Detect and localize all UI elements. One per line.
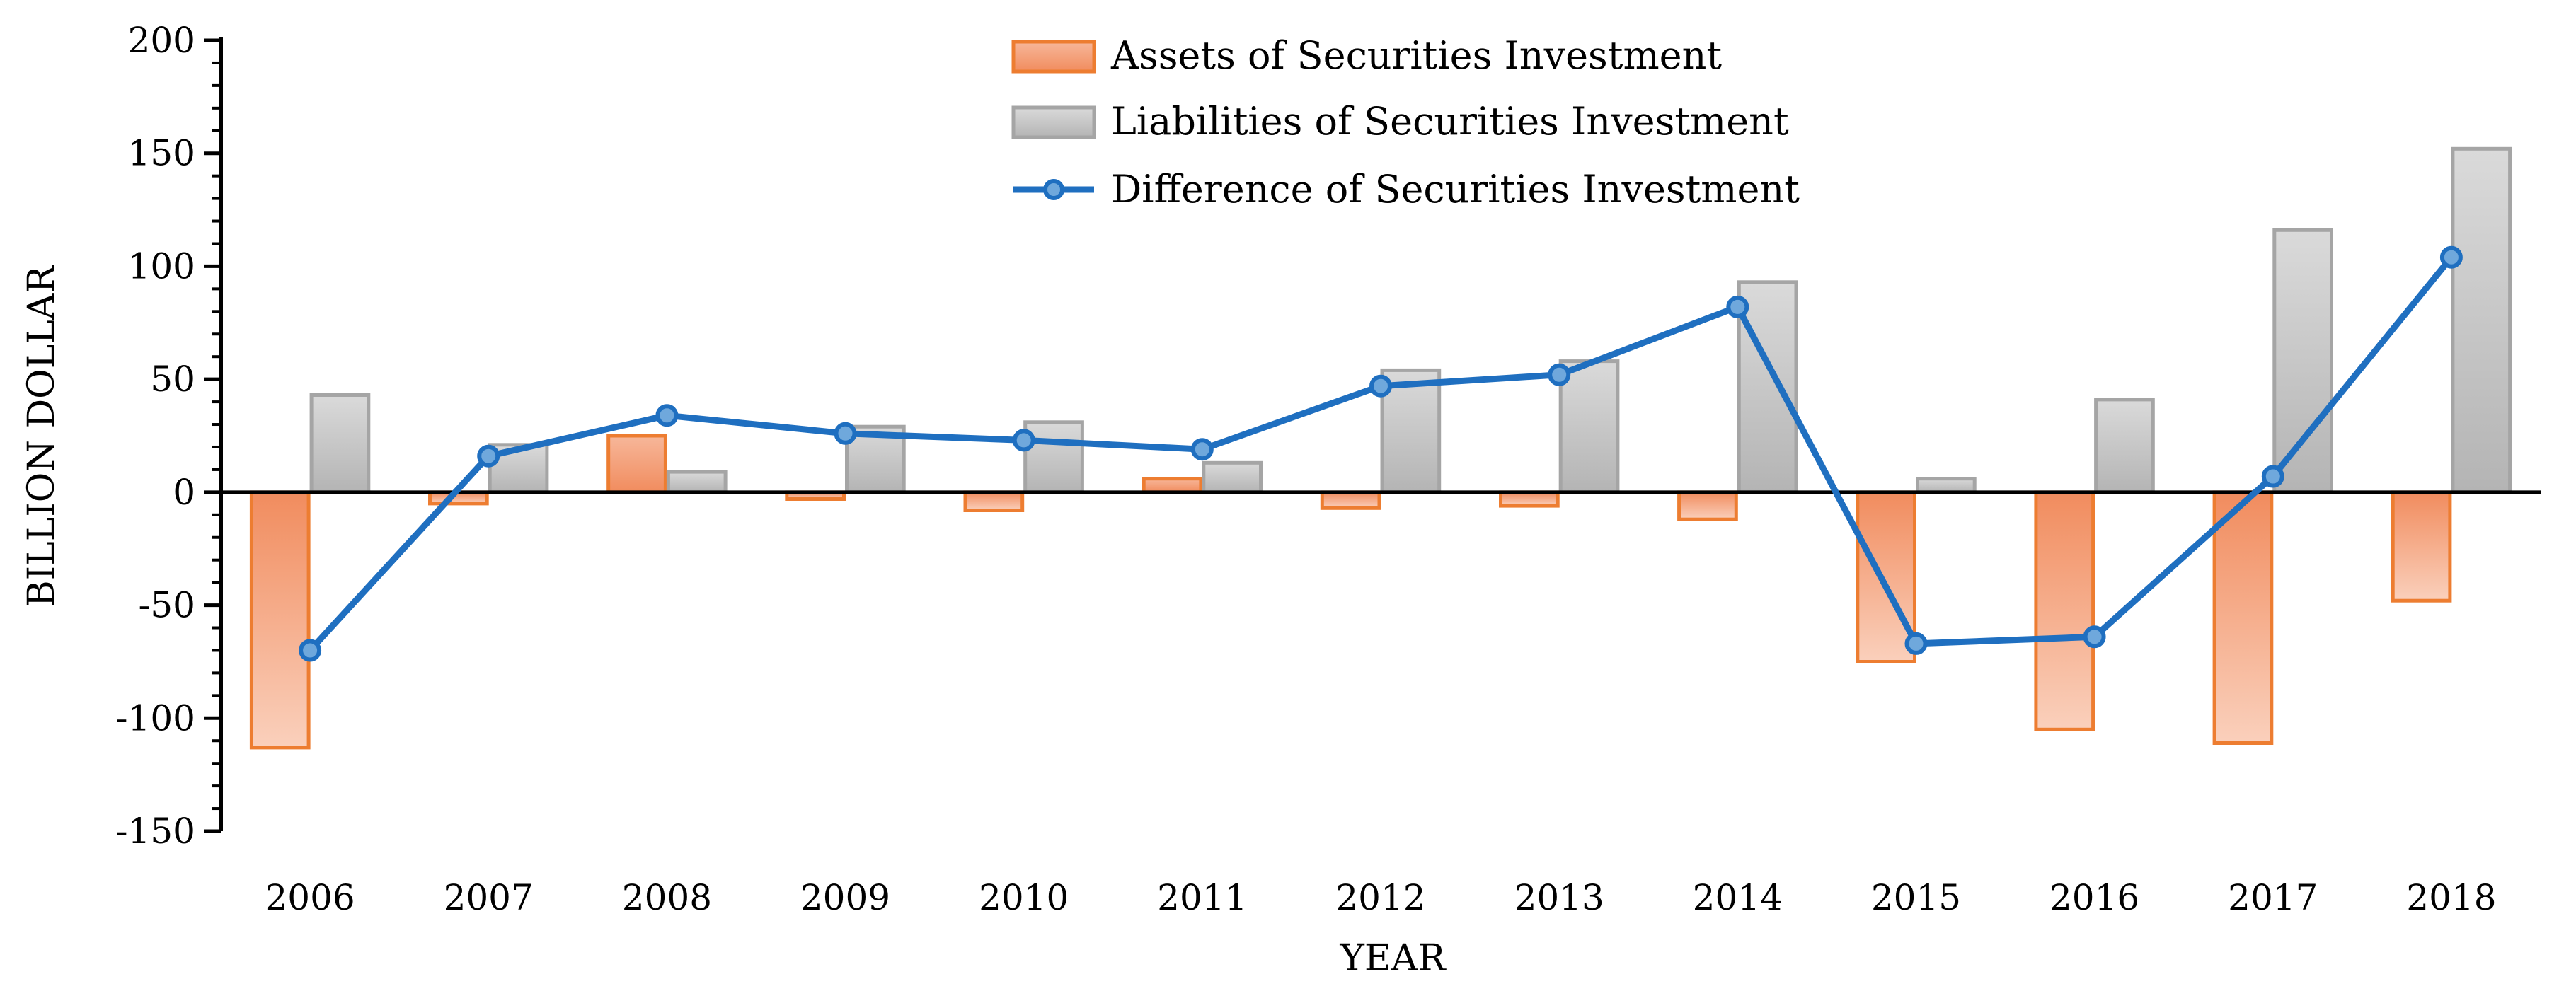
bar-liabilities-2008 xyxy=(666,470,728,494)
bar-assets-2015 xyxy=(1856,490,1917,664)
x-tick-label-2012: 2012 xyxy=(1335,877,1425,918)
legend-label-liabilities: Liabilities of Securities Investment xyxy=(1111,99,1789,144)
difference-point-2006 xyxy=(299,639,322,662)
difference-line-layer xyxy=(299,245,2463,662)
legend-swatch-liabilities xyxy=(1011,105,1096,139)
legend-label-assets: Assets of Securities Investment xyxy=(1110,33,1722,78)
bar-assets-2018 xyxy=(2391,490,2452,603)
difference-point-2007 xyxy=(477,444,500,468)
bar-assets-2006 xyxy=(249,490,311,750)
bar-liabilities-2014 xyxy=(1737,280,1798,494)
y-axis-title: BILLION DOLLAR xyxy=(21,265,63,608)
bar-liabilities-2018 xyxy=(2451,146,2512,494)
axes-layer: 200 150 100 50 0 -50 -100 -150 2006 2007 2008 2009 2… xyxy=(116,20,2541,918)
legend-swatch-difference-marker xyxy=(1043,179,1064,200)
x-tick-label-2014: 2014 xyxy=(1693,877,1783,918)
bar-liabilities-2011 xyxy=(1202,460,1263,494)
bar-assets-2008 xyxy=(606,434,667,494)
x-tick-label-2010: 2010 xyxy=(979,877,1069,918)
y-tick-label--100: -100 xyxy=(116,697,195,738)
legend-swatch-assets xyxy=(1011,40,1096,74)
y-tick-label-200: 200 xyxy=(128,20,195,61)
x-tick-label-2015: 2015 xyxy=(1871,877,1961,918)
difference-point-2015 xyxy=(1904,632,1928,655)
bar-liabilities-2015 xyxy=(1916,477,1977,494)
x-tick-label-2008: 2008 xyxy=(622,877,712,918)
x-tick-label-2006: 2006 xyxy=(265,877,355,918)
x-tick-label-2016: 2016 xyxy=(2049,877,2139,918)
difference-point-2013 xyxy=(1548,363,1571,386)
bar-liabilities-2017 xyxy=(2272,228,2334,494)
x-tick-label-2018: 2018 xyxy=(2406,877,2496,918)
bar-assets-2010 xyxy=(963,490,1025,513)
y-tick-label-50: 50 xyxy=(150,359,195,400)
difference-point-2014 xyxy=(1726,295,1749,318)
y-tick-label-100: 100 xyxy=(128,245,195,286)
difference-point-2010 xyxy=(1012,429,1035,452)
x-tick-label-2007: 2007 xyxy=(444,877,534,918)
y-tick-label--150: -150 xyxy=(116,811,195,852)
difference-point-2011 xyxy=(1190,438,1214,461)
bar-liabilities-2010 xyxy=(1023,420,1084,494)
difference-point-2012 xyxy=(1369,374,1392,398)
difference-point-2009 xyxy=(834,422,857,445)
bars-layer xyxy=(249,146,2512,750)
legend: Assets of Securities Investment Liabilit… xyxy=(1011,33,1800,211)
x-tick-label-2017: 2017 xyxy=(2228,877,2318,918)
x-tick-label-2009: 2009 xyxy=(800,877,890,918)
bar-assets-2017 xyxy=(2212,490,2274,746)
x-axis-title: YEAR xyxy=(1340,937,1447,980)
y-tick-label--50: -50 xyxy=(138,585,195,626)
bar-liabilities-2016 xyxy=(2094,398,2155,494)
bar-assets-2013 xyxy=(1499,490,1560,508)
y-tick-label-150: 150 xyxy=(128,133,195,174)
difference-point-2008 xyxy=(655,404,679,427)
bar-assets-2011 xyxy=(1142,477,1203,494)
legend-label-difference: Difference of Securities Investment xyxy=(1111,167,1800,211)
x-tick-label-2013: 2013 xyxy=(1514,877,1604,918)
bar-assets-2014 xyxy=(1677,490,1738,521)
x-tick-label-2011: 2011 xyxy=(1157,877,1247,918)
difference-point-2017 xyxy=(2261,465,2284,488)
difference-point-2018 xyxy=(2439,245,2463,269)
bar-liabilities-2006 xyxy=(309,393,371,494)
bar-liabilities-2013 xyxy=(1558,359,1620,494)
difference-point-2016 xyxy=(2083,625,2106,649)
bar-assets-2016 xyxy=(2034,490,2095,731)
y-tick-label-0: 0 xyxy=(173,472,195,513)
bar-assets-2012 xyxy=(1320,490,1381,510)
